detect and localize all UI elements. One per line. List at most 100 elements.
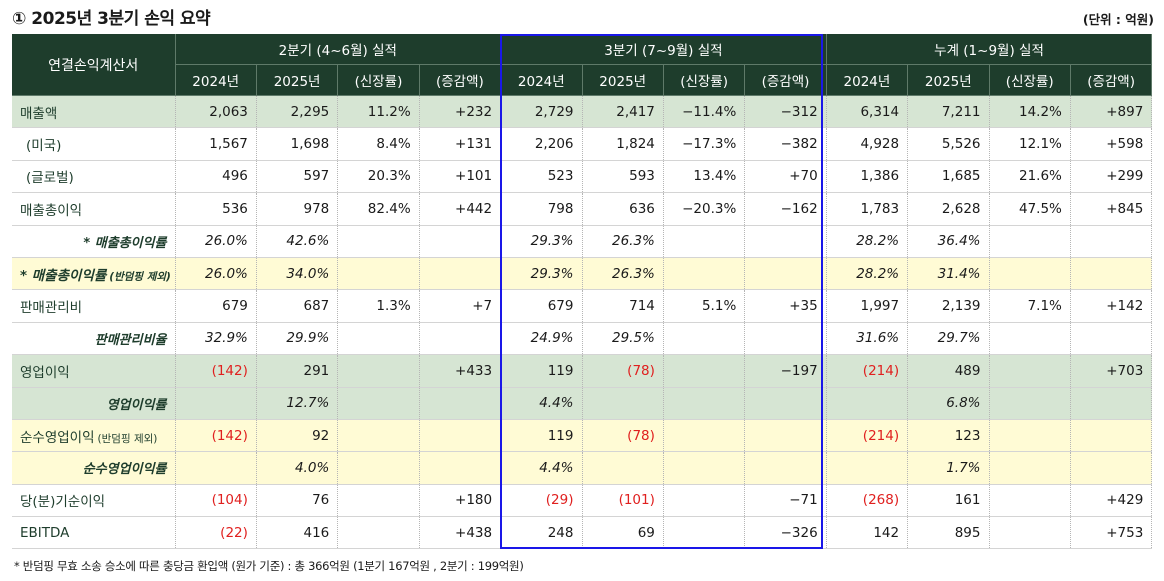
table-cell: −20.3%: [663, 192, 746, 226]
table-cell: [337, 484, 420, 518]
table-row: 당(분)기순이익 (104) 76 +180 (29) (101) −71 (268) 161 +…: [12, 484, 1153, 518]
table-cell: [337, 387, 420, 420]
table-cell: [663, 484, 746, 518]
table-row: * 매출총이익률 26.0% 42.6% 29.3% 26.3% 28.2% 36.4%: [12, 225, 1153, 258]
table-cell: 26.3%: [582, 225, 664, 258]
row-label-text: 영업이익: [20, 364, 70, 381]
table-row: 순수영업이익률 4.0% 4.4% 1.7%: [12, 451, 1153, 485]
table-cell: (78): [582, 419, 664, 453]
table-cell: [744, 451, 827, 485]
table-cell: 798: [500, 192, 583, 226]
table-cell: (29): [500, 484, 583, 518]
table-cell: −162: [744, 192, 827, 226]
table-cell: [663, 419, 746, 453]
table-cell: 12.1%: [989, 127, 1071, 161]
table-cell: 82.4%: [337, 192, 420, 226]
table-cell: 24.9%: [500, 322, 583, 356]
column-header: (증감액): [1070, 64, 1153, 96]
table-cell: 714: [582, 289, 664, 323]
table-cell: 679: [175, 289, 257, 323]
table-cell: [1070, 387, 1153, 420]
table-cell: 687: [256, 289, 339, 323]
table-cell: [989, 322, 1071, 356]
table-cell: +438: [419, 516, 502, 550]
table-cell: 5.1%: [663, 289, 746, 323]
row-label-text: 매출총이익: [20, 202, 83, 219]
table-cell: −326: [744, 516, 827, 550]
table-cell: [744, 419, 827, 453]
table-cell: [663, 451, 746, 485]
row-label-text: 판매관리비: [20, 300, 83, 317]
column-header: 2024년: [175, 64, 257, 96]
table-cell: −312: [744, 95, 827, 129]
table-cell: 2,417: [582, 95, 664, 129]
table-cell: 7,211: [907, 95, 990, 129]
table-cell: 28.2%: [826, 257, 909, 291]
footnote: * 반덤핑 무효 소송 승소에 따른 충당금 환입액 (원가 기준) : 총 3…: [14, 559, 524, 573]
row-label: 매출총이익: [12, 192, 176, 226]
table-row: 매출총이익 536 978 82.4% +442 798 636 −20.3% −162 1,78…: [12, 192, 1153, 226]
table-cell: [744, 322, 827, 356]
row-label-text: 당(분)기순이익: [20, 494, 106, 511]
row-label: 판매관리비율: [12, 322, 176, 356]
table-cell: +232: [419, 95, 502, 129]
table-cell: [989, 257, 1071, 291]
table-cell: 8.4%: [337, 127, 420, 161]
table-cell: 6.8%: [907, 387, 990, 420]
table-cell: +598: [1070, 127, 1153, 161]
table-cell: −11.4%: [663, 95, 746, 129]
table-cell: (142): [175, 419, 257, 453]
table-cell: 248: [500, 516, 583, 550]
table-cell: 636: [582, 192, 664, 226]
table-row: EBITDA (22) 416 +438 248 69 −326 142 895 +753: [12, 516, 1153, 550]
row-label-text: 순수영업이익: [20, 429, 95, 446]
column-header: 2025년: [907, 64, 990, 96]
table-cell: 1,997: [826, 289, 909, 323]
table-cell: 119: [500, 354, 583, 388]
column-header: 2024년: [826, 64, 909, 96]
table-cell: 593: [582, 160, 664, 194]
table-cell: (214): [826, 419, 909, 453]
table-cell: 20.3%: [337, 160, 420, 194]
table-cell: [337, 419, 420, 453]
row-label: 당(분)기순이익: [12, 484, 176, 518]
column-header: (증감액): [744, 64, 827, 96]
table-cell: +142: [1070, 289, 1153, 323]
income-statement-table-wrap: 연결손익계산서 2분기 (4~6월) 실적 3분기 (7~9월) 실적 누계 (…: [12, 34, 1153, 550]
table-cell: [175, 387, 257, 420]
table-cell: 2,628: [907, 192, 990, 226]
table-cell: [419, 257, 502, 291]
table-cell: [989, 225, 1071, 258]
table-cell: 2,063: [175, 95, 257, 129]
column-header: (신장률): [989, 64, 1071, 96]
group-header-q3: 3분기 (7~9월) 실적: [500, 34, 827, 65]
table-cell: 123: [907, 419, 990, 453]
table-cell: [582, 387, 664, 420]
table-cell: +101: [419, 160, 502, 194]
table-cell: [419, 451, 502, 485]
table-cell: 142: [826, 516, 909, 550]
table-cell: [663, 257, 746, 291]
table-cell: (78): [582, 354, 664, 388]
table-cell: +131: [419, 127, 502, 161]
row-label: EBITDA: [12, 516, 176, 550]
table-cell: [337, 354, 420, 388]
group-header-q2: 2분기 (4~6월) 실적: [175, 34, 502, 65]
table-cell: +70: [744, 160, 827, 194]
table-cell: 2,295: [256, 95, 339, 129]
table-cell: 42.6%: [256, 225, 339, 258]
table-cell: 496: [175, 160, 257, 194]
table-cell: 895: [907, 516, 990, 550]
table-cell: 597: [256, 160, 339, 194]
table-row: (글로벌) 496 597 20.3% +101 523 593 13.4% +70 1,386 1…: [12, 160, 1153, 194]
table-cell: 21.6%: [989, 160, 1071, 194]
table-cell: 26.0%: [175, 257, 257, 291]
table-cell: +433: [419, 354, 502, 388]
table-cell: 416: [256, 516, 339, 550]
table-cell: 2,139: [907, 289, 990, 323]
table-cell: 14.2%: [989, 95, 1071, 129]
table-cell: −17.3%: [663, 127, 746, 161]
column-header: (신장률): [663, 64, 746, 96]
column-header: 2025년: [582, 64, 664, 96]
table-cell: 29.9%: [256, 322, 339, 356]
